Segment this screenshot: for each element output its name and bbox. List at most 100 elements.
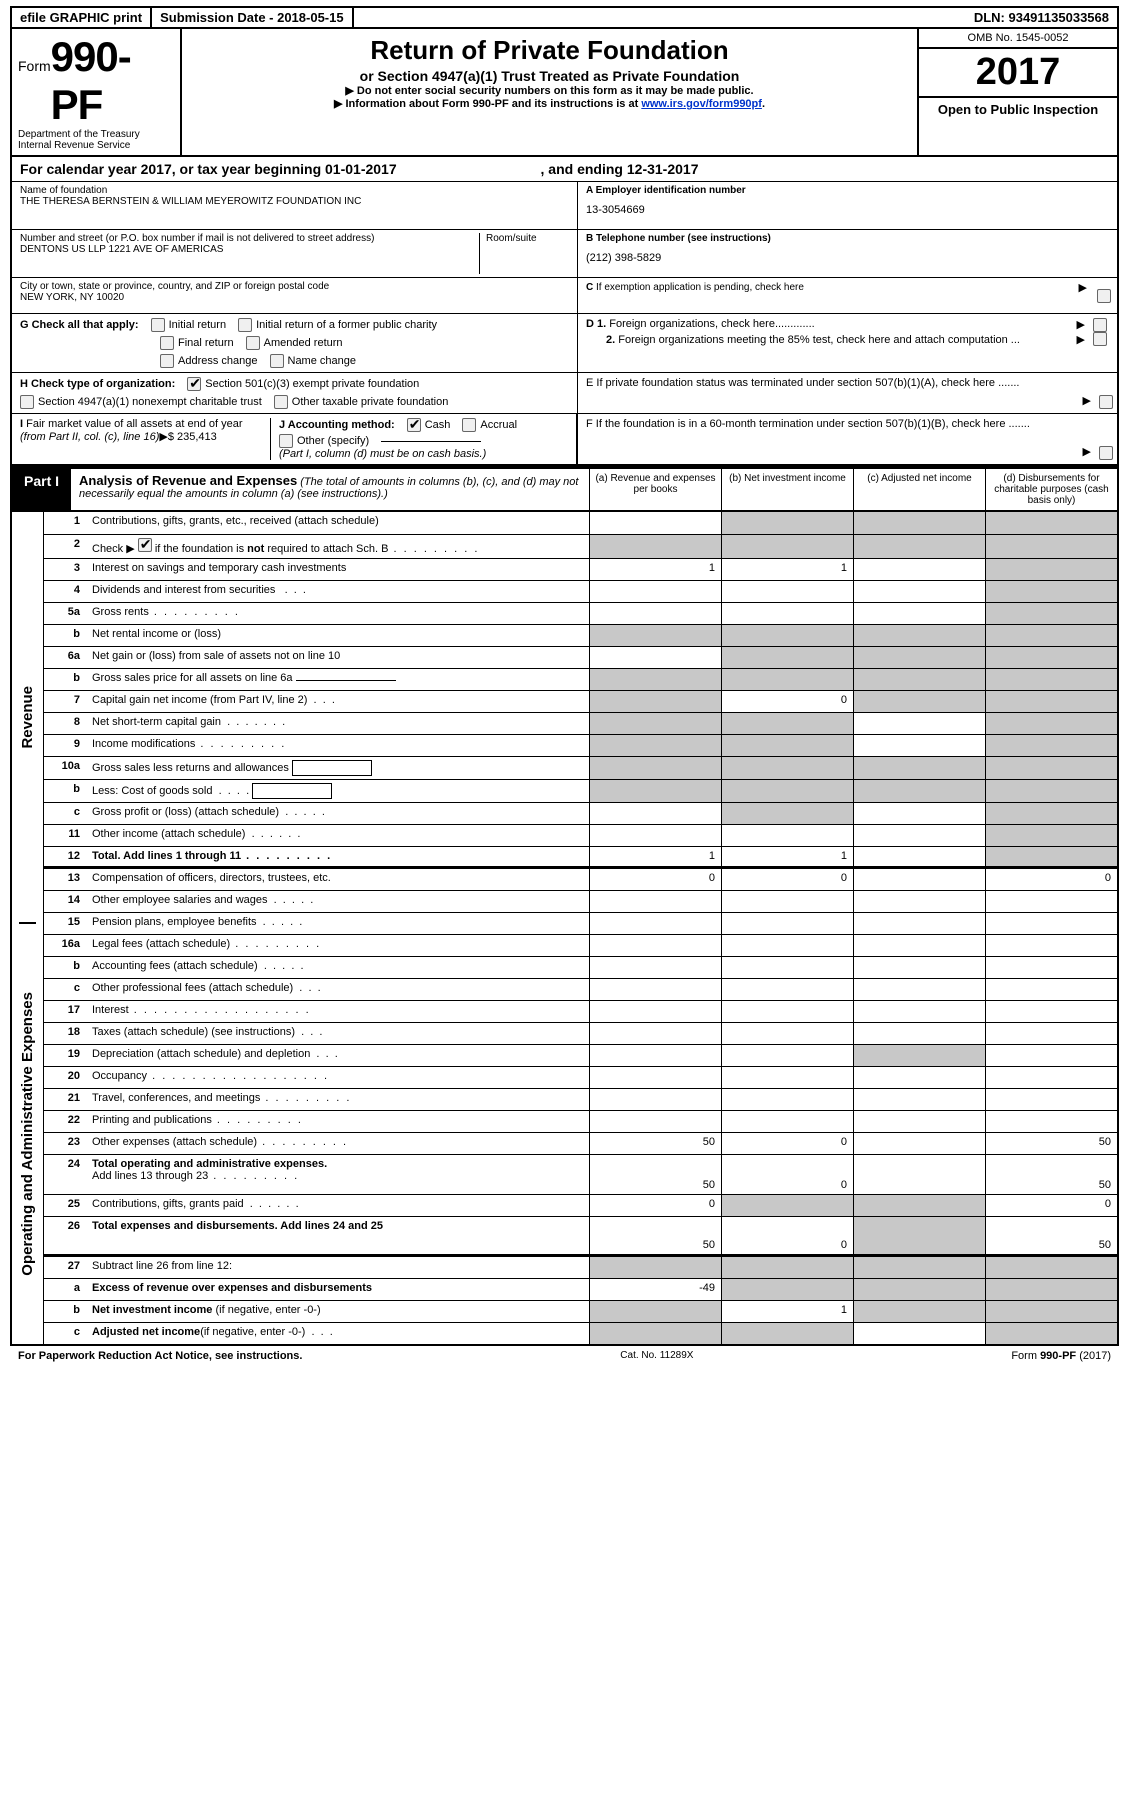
col-d-header: (d) Disbursements for charitable purpose… <box>985 469 1117 510</box>
cash-checkbox[interactable] <box>407 418 421 432</box>
line-12: 12 Total. Add lines 1 through 11 11 <box>44 846 1117 868</box>
cat-no: Cat. No. 11289X <box>620 1350 693 1362</box>
line-1: 1 Contributions, gifts, grants, etc., re… <box>44 512 1117 534</box>
line-16b: b Accounting fees (attach schedule) . . … <box>44 956 1117 978</box>
form-title: Return of Private Foundation <box>190 35 909 66</box>
form-note-info: ▶ Information about Form 990-PF and its … <box>190 97 909 110</box>
initial-return-checkbox[interactable] <box>151 318 165 332</box>
address-change-checkbox[interactable] <box>160 354 174 368</box>
section-g-d-row: G Check all that apply: Initial return I… <box>10 314 1119 373</box>
line-5a: 5a Gross rents <box>44 602 1117 624</box>
form-number: 990-PF <box>51 33 174 129</box>
line-16c: c Other professional fees (attach schedu… <box>44 978 1117 1000</box>
line-10a: 10a Gross sales less returns and allowan… <box>44 756 1117 779</box>
form-page: efile GRAPHIC print Submission Date - 20… <box>0 0 1129 1372</box>
line-24: 24 Total operating and administrative ex… <box>44 1154 1117 1194</box>
form-header: Form 990-PF Department of the Treasury I… <box>10 29 1119 157</box>
section-i-j-f-row: I Fair market value of all assets at end… <box>10 414 1119 466</box>
eighty-five-checkbox[interactable] <box>1093 332 1107 346</box>
line-27c: c Adjusted net income(if negative, enter… <box>44 1322 1117 1344</box>
open-public-label: Open to Public Inspection <box>919 98 1117 121</box>
other-method-checkbox[interactable] <box>279 434 293 448</box>
col-a-header: (a) Revenue and expenses per books <box>589 469 721 510</box>
line-5b: b Net rental income or (loss) <box>44 624 1117 646</box>
submission-date: Submission Date - 2018-05-15 <box>152 8 354 27</box>
line-2: 2 Check ▶ if the foundation is not requi… <box>44 534 1117 558</box>
section-f: F If the foundation is in a 60-month ter… <box>577 414 1117 464</box>
foreign-org-checkbox[interactable] <box>1093 318 1107 332</box>
line-21: 21 Travel, conferences, and meetings <box>44 1088 1117 1110</box>
col-c-header: (c) Adjusted net income <box>853 469 985 510</box>
part-1-table: Revenue Operating and Administrative Exp… <box>10 512 1119 1346</box>
line-13: 13 Compensation of officers, directors, … <box>44 868 1117 890</box>
paperwork-notice: For Paperwork Reduction Act Notice, see … <box>18 1350 302 1362</box>
final-return-checkbox[interactable] <box>160 336 174 350</box>
identity-block: Name of foundation THE THERESA BERNSTEIN… <box>10 182 1119 314</box>
dln-label: DLN: 93491135033568 <box>966 8 1117 27</box>
line-19: 19 Depreciation (attach schedule) and de… <box>44 1044 1117 1066</box>
other-taxable-checkbox[interactable] <box>274 395 288 409</box>
status-terminated-checkbox[interactable] <box>1099 395 1113 409</box>
line-18: 18 Taxes (attach schedule) (see instruct… <box>44 1022 1117 1044</box>
line-3: 3 Interest on savings and temporary cash… <box>44 558 1117 580</box>
line-27b: b Net investment income (if negative, en… <box>44 1300 1117 1322</box>
page-footer: For Paperwork Reduction Act Notice, see … <box>10 1346 1119 1366</box>
efile-print-button[interactable]: efile GRAPHIC print <box>12 8 152 27</box>
line-27: 27 Subtract line 26 from line 12: <box>44 1256 1117 1278</box>
address-cell: Number and street (or P.O. box number if… <box>12 230 577 278</box>
line-25: 25 Contributions, gifts, grants paid . .… <box>44 1194 1117 1216</box>
section-i-j: I Fair market value of all assets at end… <box>12 414 577 464</box>
section-d: D 1. Foreign organizations, check here..… <box>577 314 1117 372</box>
section-h: H Check type of organization: Section 50… <box>12 373 577 413</box>
sixty-month-checkbox[interactable] <box>1099 446 1113 460</box>
city-cell: City or town, state or province, country… <box>12 278 577 314</box>
tax-year: 2017 <box>919 49 1117 98</box>
line-20: 20 Occupancy <box>44 1066 1117 1088</box>
calendar-year-row: For calendar year 2017, or tax year begi… <box>10 157 1119 182</box>
form-note-ssn: ▶ Do not enter social security numbers o… <box>190 84 909 97</box>
header-left: Form 990-PF Department of the Treasury I… <box>12 29 182 155</box>
form-word: Form <box>18 58 51 74</box>
part-badge: Part I <box>12 469 71 510</box>
col-b-header: (b) Net investment income <box>721 469 853 510</box>
foundation-name-cell: Name of foundation THE THERESA BERNSTEIN… <box>12 182 577 230</box>
exemption-pending-cell: C If exemption application is pending, c… <box>578 278 1117 314</box>
line-11: 11 Other income (attach schedule) . . . … <box>44 824 1117 846</box>
part-1-header: Part I Analysis of Revenue and Expenses … <box>10 466 1119 512</box>
ein-cell: A Employer identification number 13-3054… <box>578 182 1117 230</box>
line-17: 17 Interest <box>44 1000 1117 1022</box>
line-6a: 6a Net gain or (loss) from sale of asset… <box>44 646 1117 668</box>
section-e: E If private foundation status was termi… <box>577 373 1117 413</box>
accrual-checkbox[interactable] <box>462 418 476 432</box>
section-g: G Check all that apply: Initial return I… <box>12 314 577 372</box>
irs-link[interactable]: www.irs.gov/form990pf <box>641 98 762 110</box>
line-9: 9 Income modifications <box>44 734 1117 756</box>
dept-treasury: Department of the Treasury <box>18 129 174 140</box>
header-center: Return of Private Foundation or Section … <box>182 29 917 155</box>
omb-number: OMB No. 1545-0052 <box>919 29 1117 49</box>
form-subtitle: or Section 4947(a)(1) Trust Treated as P… <box>190 68 909 84</box>
amended-return-checkbox[interactable] <box>246 336 260 350</box>
form-ref: Form 990-PF (2017) <box>1011 1350 1111 1362</box>
initial-public-checkbox[interactable] <box>238 318 252 332</box>
section-h-e-row: H Check type of organization: Section 50… <box>10 373 1119 414</box>
line-4: 4 Dividends and interest from securities… <box>44 580 1117 602</box>
line-14: 14 Other employee salaries and wages . .… <box>44 890 1117 912</box>
sch-b-checkbox[interactable] <box>138 538 152 552</box>
line-16a: 16a Legal fees (attach schedule) <box>44 934 1117 956</box>
phone-cell: B Telephone number (see instructions) (2… <box>578 230 1117 278</box>
exemption-checkbox[interactable] <box>1097 289 1111 303</box>
501c3-checkbox[interactable] <box>187 377 201 391</box>
line-22: 22 Printing and publications <box>44 1110 1117 1132</box>
top-bar: efile GRAPHIC print Submission Date - 20… <box>10 6 1119 29</box>
line-23: 23 Other expenses (attach schedule) 5005… <box>44 1132 1117 1154</box>
line-10c: c Gross profit or (loss) (attach schedul… <box>44 802 1117 824</box>
line-6b: b Gross sales price for all assets on li… <box>44 668 1117 690</box>
line-10b: b Less: Cost of goods sold . . . . <box>44 779 1117 802</box>
line-7: 7 Capital gain net income (from Part IV,… <box>44 690 1117 712</box>
line-15: 15 Pension plans, employee benefits . . … <box>44 912 1117 934</box>
line-27a: a Excess of revenue over expenses and di… <box>44 1278 1117 1300</box>
name-change-checkbox[interactable] <box>270 354 284 368</box>
part-title: Analysis of Revenue and Expenses (The to… <box>71 469 589 510</box>
4947-checkbox[interactable] <box>20 395 34 409</box>
